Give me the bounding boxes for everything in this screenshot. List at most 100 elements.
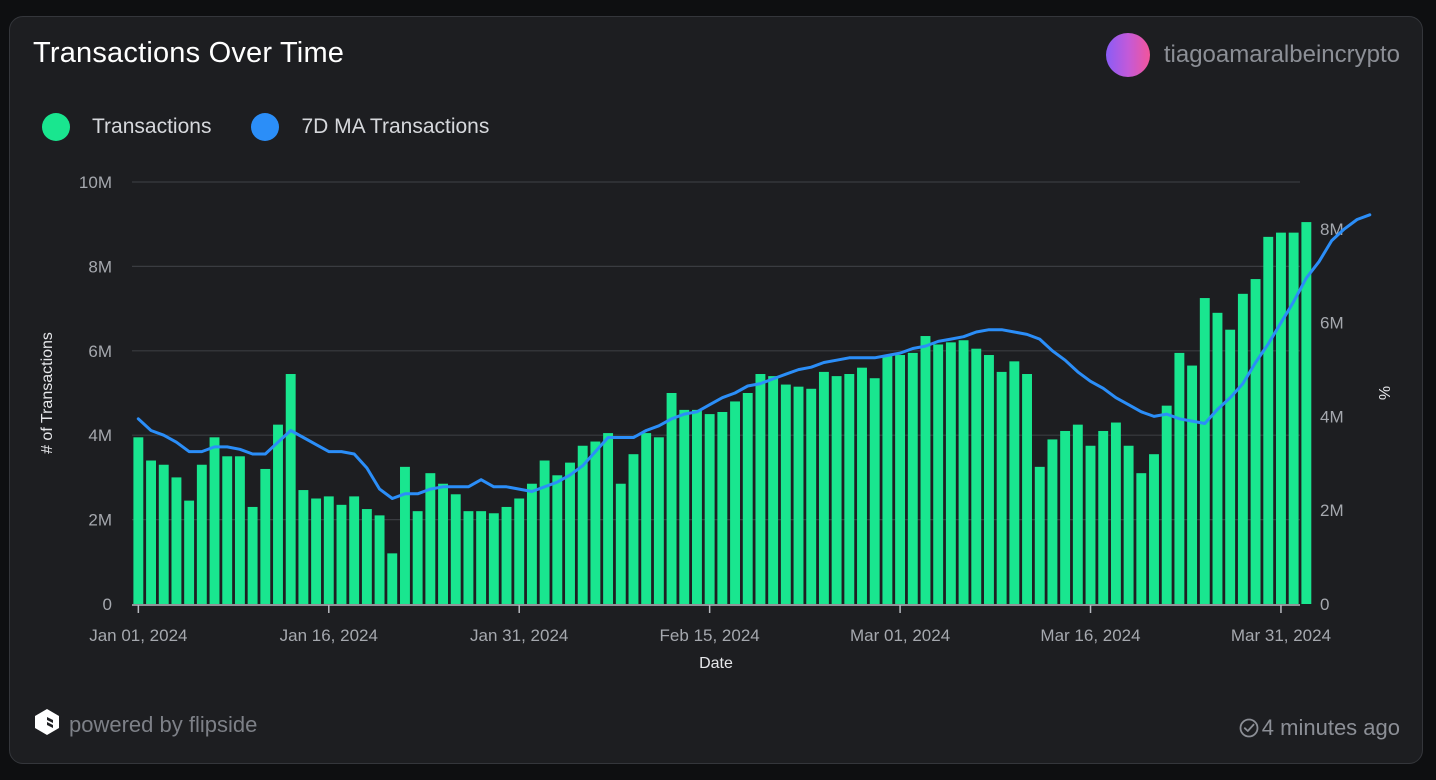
powered-by[interactable]: powered by flipside bbox=[33, 708, 257, 741]
y-right-tick-label: 6M bbox=[1320, 314, 1344, 333]
transactions-bar bbox=[704, 414, 715, 604]
transactions-bar bbox=[171, 477, 182, 604]
x-tick-label: Jan 01, 2024 bbox=[89, 626, 187, 645]
transactions-bar bbox=[984, 355, 994, 604]
x-tick-label: Feb 15, 2024 bbox=[660, 626, 760, 645]
transactions-bar bbox=[653, 437, 664, 604]
transactions-bar bbox=[196, 464, 207, 604]
transactions-bar bbox=[1174, 352, 1185, 604]
updated-time: 4 minutes ago bbox=[1261, 715, 1400, 740]
transactions-bar bbox=[260, 468, 271, 604]
transactions-bar bbox=[539, 460, 550, 604]
transactions-bar bbox=[590, 441, 601, 604]
transactions-bar bbox=[1288, 232, 1299, 604]
transactions-bar bbox=[552, 475, 563, 604]
transactions-bar bbox=[717, 411, 728, 604]
legend-item-transactions[interactable]: Transactions bbox=[42, 113, 211, 141]
transactions-bar bbox=[1098, 430, 1109, 604]
x-tick-label: Mar 16, 2024 bbox=[1040, 626, 1140, 645]
transactions-bar bbox=[971, 348, 982, 604]
y-right-axis-title: % bbox=[1375, 386, 1392, 400]
chart-legend: Transactions 7D MA Transactions bbox=[42, 113, 529, 141]
transactions-bar bbox=[133, 437, 144, 604]
transactions-bar bbox=[1085, 445, 1096, 604]
transactions-bar bbox=[1060, 430, 1071, 604]
chart-title: Transactions Over Time bbox=[33, 37, 345, 69]
transactions-bar bbox=[1301, 222, 1312, 604]
transactions-bar bbox=[1225, 329, 1236, 604]
transactions-bar bbox=[1047, 439, 1058, 604]
transactions-bar bbox=[526, 483, 537, 604]
transactions-bar bbox=[184, 500, 195, 604]
author-badge[interactable]: tiagoamaralbeincrypto bbox=[1105, 33, 1400, 77]
y-left-tick-label: 8M bbox=[88, 257, 112, 276]
7d-ma-line bbox=[136, 213, 1372, 500]
check-circle-icon bbox=[1238, 717, 1260, 739]
transactions-bar bbox=[158, 464, 169, 604]
transactions-bar bbox=[146, 460, 156, 604]
x-tick-label: Jan 31, 2024 bbox=[470, 626, 568, 645]
transactions-bar bbox=[920, 336, 931, 604]
transactions-bar bbox=[742, 393, 753, 604]
transactions-bar bbox=[565, 462, 575, 604]
transactions-bar bbox=[679, 409, 690, 604]
transactions-bar bbox=[996, 371, 1007, 604]
transactions-bar bbox=[1009, 361, 1020, 604]
transactions-bar bbox=[234, 456, 245, 604]
transactions-bar bbox=[692, 409, 702, 604]
transactions-bar bbox=[768, 376, 779, 604]
transactions-bar bbox=[755, 374, 766, 604]
transactions-bar bbox=[1149, 454, 1159, 604]
y-left-tick-label: 6M bbox=[88, 342, 112, 361]
transactions-bar bbox=[222, 456, 233, 604]
transactions-bar bbox=[641, 433, 652, 604]
transactions-bar bbox=[285, 374, 296, 604]
transactions-bar bbox=[895, 355, 906, 604]
transactions-bar bbox=[387, 553, 398, 604]
legend-dot-transactions bbox=[42, 113, 70, 141]
author-name[interactable]: tiagoamaralbeincrypto bbox=[1163, 41, 1400, 68]
y-left-axis-title: # of Transactions bbox=[39, 332, 56, 454]
transactions-bar bbox=[1199, 298, 1210, 604]
flipside-logo-icon bbox=[33, 708, 61, 741]
transactions-bar bbox=[438, 483, 448, 604]
transactions-bar bbox=[514, 498, 525, 604]
legend-item-7d-ma[interactable]: 7D MA Transactions bbox=[251, 113, 489, 141]
transactions-bar bbox=[1187, 365, 1198, 604]
transactions-bar bbox=[793, 386, 804, 604]
y-left-tick-label: 4M bbox=[88, 426, 112, 445]
y-right-tick-label: 0 bbox=[1320, 595, 1329, 614]
y-right-tick-label: 4M bbox=[1320, 407, 1344, 426]
x-tick-label: Jan 16, 2024 bbox=[280, 626, 378, 645]
transactions-bar bbox=[349, 496, 360, 604]
x-tick-label: Mar 01, 2024 bbox=[850, 626, 950, 645]
transactions-bar bbox=[1263, 236, 1274, 605]
y-left-tick-label: 10M bbox=[79, 173, 112, 192]
y-right-tick-label: 2M bbox=[1320, 501, 1344, 520]
transactions-bar bbox=[933, 344, 944, 604]
transactions-bar bbox=[869, 378, 880, 604]
transactions-bar bbox=[1237, 293, 1248, 604]
y-left-tick-label: 0 bbox=[103, 595, 112, 614]
transactions-bar bbox=[273, 424, 283, 604]
transactions-bar bbox=[463, 511, 474, 604]
transactions-bar bbox=[1034, 466, 1045, 604]
transactions-bar bbox=[882, 355, 893, 604]
transactions-bar bbox=[958, 340, 969, 604]
transactions-bar bbox=[945, 342, 956, 604]
transactions-bar bbox=[311, 498, 322, 604]
legend-dot-7d-ma bbox=[251, 113, 280, 141]
transactions-bar bbox=[907, 352, 918, 604]
author-avatar[interactable] bbox=[1105, 33, 1150, 77]
transactions-bar bbox=[577, 445, 588, 604]
last-updated: 4 minutes ago bbox=[1238, 715, 1400, 741]
transactions-bar bbox=[603, 433, 614, 604]
transactions-bar bbox=[400, 466, 410, 604]
transactions-bar bbox=[374, 515, 385, 604]
legend-label-transactions: Transactions bbox=[92, 115, 212, 138]
x-tick-label: Mar 31, 2024 bbox=[1231, 626, 1331, 645]
transactions-bar bbox=[1136, 473, 1147, 604]
transactions-bar bbox=[844, 374, 855, 604]
transactions-bar bbox=[806, 388, 817, 604]
